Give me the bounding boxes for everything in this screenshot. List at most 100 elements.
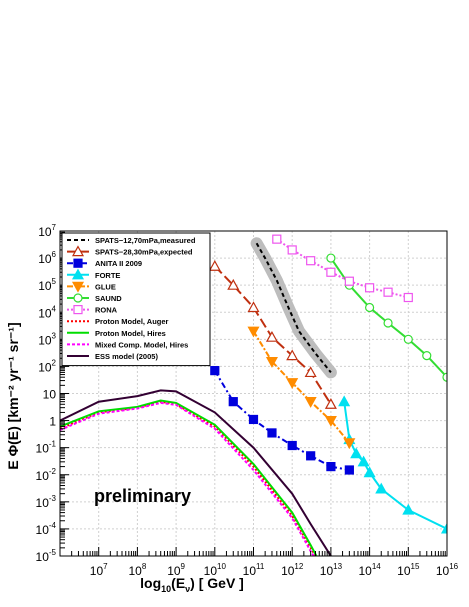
series-6	[272, 234, 413, 303]
data-point	[247, 326, 260, 338]
data-point	[228, 397, 238, 407]
data-point	[324, 398, 337, 409]
legend-marker	[73, 293, 83, 303]
data-point	[403, 292, 413, 303]
data-point	[350, 447, 363, 459]
legend-marker	[71, 281, 85, 293]
legend-label: RONA	[95, 306, 118, 315]
x-tick-label: 1016	[436, 562, 459, 578]
series-2	[210, 366, 354, 475]
legend-entry: SPATS−28,30mPa,expected	[67, 245, 193, 257]
data-point	[248, 414, 259, 425]
y-tick-label: 107	[38, 223, 56, 239]
legend-entry: RONA	[67, 305, 118, 315]
y-axis-label: E Φ(E) [km⁻² yr⁻¹ sr⁻¹]	[5, 322, 21, 469]
data-point	[326, 461, 336, 472]
data-point	[210, 366, 220, 376]
legend-marker	[73, 258, 83, 268]
x-tick-label: 1012	[281, 562, 304, 578]
legend: SPATS−12,70mPa,measured SPATS−28,30mPa,ex…	[61, 232, 211, 367]
series-9	[60, 401, 315, 556]
x-tick-label: 1015	[397, 562, 420, 578]
legend-entry: SPATS−12,70mPa,measured	[67, 236, 196, 245]
legend-entry: Proton Model, Auger	[67, 317, 169, 326]
data-point	[306, 451, 316, 461]
legend-label: Proton Model, Auger	[95, 317, 169, 326]
legend-label: SPATS−28,30mPa,expected	[95, 248, 193, 257]
legend-entry: SAUND	[67, 293, 122, 303]
series-4	[247, 326, 356, 450]
data-point	[383, 287, 393, 297]
legend-entry: ESS model (2005)	[67, 352, 158, 361]
legend-label: Mixed Comp. Model, Hires	[95, 340, 188, 349]
plot-area	[60, 234, 447, 556]
x-tick-label: 107	[90, 562, 108, 578]
data-point	[344, 276, 354, 286]
data-point	[365, 283, 375, 293]
legend-entry: Proton Model, Hires	[67, 329, 166, 338]
preliminary-annotation: preliminary	[94, 486, 191, 506]
legend-entry: GLUE	[67, 281, 116, 293]
legend-label: GLUE	[95, 282, 116, 291]
data-point	[247, 301, 260, 313]
y-tick-label: 106	[38, 250, 56, 266]
data-point	[357, 455, 370, 467]
y-tick-label: 104	[38, 304, 56, 320]
x-tick-label: 108	[128, 562, 146, 578]
data-point	[265, 357, 278, 368]
data-point	[286, 378, 299, 389]
data-point	[324, 415, 337, 427]
y-tick-label: 1	[49, 415, 56, 429]
series-8	[60, 399, 318, 556]
legend-entry: Mixed Comp. Model, Hires	[67, 340, 188, 349]
data-point	[304, 366, 317, 378]
data-point	[363, 466, 376, 478]
x-axis-label: log10(Eν) [ GeV ]	[140, 575, 244, 594]
data-point	[286, 349, 299, 361]
legend-marker	[71, 268, 85, 280]
y-tick-label: 102	[38, 358, 56, 374]
legend-label: SAUND	[95, 294, 122, 303]
y-tick-label: 10-4	[36, 521, 57, 537]
data-point	[306, 256, 316, 266]
series-0	[250, 237, 337, 379]
y-tick-label: 105	[38, 277, 56, 293]
x-tick-label: 1011	[243, 562, 265, 578]
data-point	[344, 465, 354, 475]
data-point	[208, 260, 221, 271]
x-tick-label: 1014	[358, 562, 381, 578]
data-point	[326, 267, 336, 277]
data-point	[338, 395, 351, 407]
data-point	[422, 351, 432, 361]
data-point	[343, 438, 356, 450]
data-point	[402, 503, 415, 515]
data-point	[326, 253, 336, 263]
data-point	[383, 318, 393, 328]
data-point	[365, 302, 375, 313]
series-line	[60, 389, 332, 556]
legend-marker	[73, 305, 83, 315]
tick-labels: 107 108 109 1010 1011 1012 1013 1014 1015 1016 10-…	[36, 223, 459, 578]
data-point	[287, 440, 297, 451]
data-point	[304, 397, 317, 408]
data-point	[267, 428, 277, 438]
x-tick-label: 109	[167, 562, 185, 578]
data-point	[227, 278, 240, 290]
legend-entry: ANITA II 2009	[67, 258, 142, 268]
legend-entry: FORTE	[67, 268, 120, 280]
series-line	[60, 399, 318, 556]
data-point	[403, 334, 413, 344]
data-point	[375, 482, 388, 494]
data-point	[272, 234, 282, 244]
legend-marker	[71, 245, 85, 257]
legend-label: ANITA II 2009	[95, 259, 142, 268]
legend-label: ESS model (2005)	[95, 352, 158, 361]
y-tick-label: 10	[43, 388, 57, 402]
y-tick-label: 10-3	[36, 494, 57, 510]
y-tick-label: 10-1	[36, 440, 57, 456]
series-layer	[60, 234, 447, 556]
data-point	[265, 330, 278, 342]
y-tick-label: 10-2	[36, 467, 57, 483]
series-line	[60, 401, 315, 556]
